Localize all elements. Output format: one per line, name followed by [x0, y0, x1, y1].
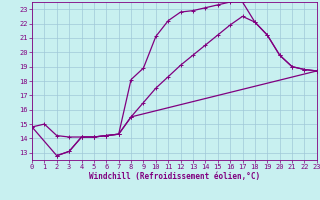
X-axis label: Windchill (Refroidissement éolien,°C): Windchill (Refroidissement éolien,°C): [89, 172, 260, 181]
